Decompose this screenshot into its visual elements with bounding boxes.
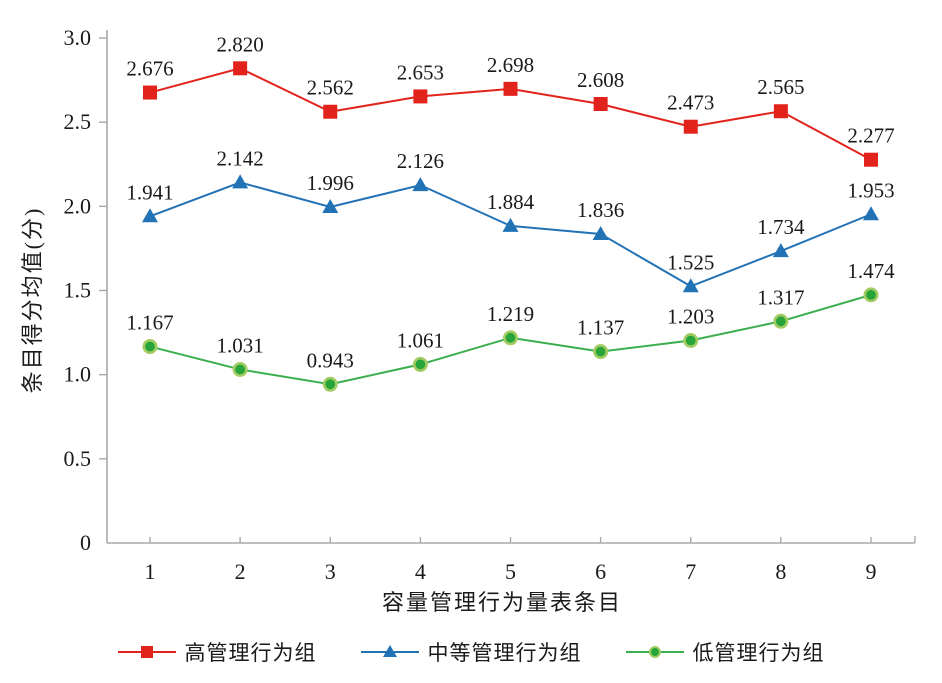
x-tick-label: 6 xyxy=(595,559,606,584)
value-label: 1.474 xyxy=(847,259,895,283)
data-point-marker xyxy=(502,330,518,346)
value-label: 2.565 xyxy=(757,75,804,99)
y-tick-label: 0 xyxy=(80,530,91,555)
data-point-marker xyxy=(864,152,878,167)
value-label: 1.836 xyxy=(577,198,624,222)
legend-marker xyxy=(382,645,397,657)
y-tick-label: 2.0 xyxy=(64,193,92,218)
x-tick-label: 8 xyxy=(775,559,786,584)
data-point-marker xyxy=(322,199,339,214)
y-tick-label: 0.5 xyxy=(64,446,92,471)
data-point-marker xyxy=(502,217,519,232)
value-labels-layer: 2.676 2.820 2.562 2.653 2.698 2.608 2.473 2.565… xyxy=(126,32,895,372)
data-point-marker xyxy=(413,89,428,104)
legend-label: 高管理行为组 xyxy=(184,641,317,665)
data-point-marker xyxy=(233,61,248,76)
data-point-marker xyxy=(683,332,699,348)
y-tick-label: 1.0 xyxy=(64,362,92,387)
data-point-marker xyxy=(323,104,338,119)
data-point-marker xyxy=(503,81,518,96)
x-tick-label: 9 xyxy=(866,559,877,584)
value-label: 2.277 xyxy=(847,124,894,148)
value-label: 0.943 xyxy=(307,348,354,372)
data-point-marker xyxy=(142,339,158,355)
data-point-marker xyxy=(143,85,157,100)
value-label: 2.562 xyxy=(307,76,354,100)
data-point-marker xyxy=(232,174,249,189)
series-layer xyxy=(142,61,879,392)
value-label: 1.734 xyxy=(757,215,805,239)
data-point-marker xyxy=(322,376,338,392)
x-tick-label: 1 xyxy=(145,559,156,584)
data-point-marker xyxy=(773,313,789,329)
value-label: 1.884 xyxy=(487,190,535,214)
y-axis-title: 条目得分均值(分) xyxy=(20,207,45,394)
value-label: 2.820 xyxy=(217,32,264,56)
data-point-marker xyxy=(863,287,879,303)
data-point-marker xyxy=(683,119,698,134)
value-label: 2.653 xyxy=(397,60,444,84)
data-point-marker xyxy=(142,208,158,223)
value-label: 1.203 xyxy=(667,304,714,328)
value-label: 1.167 xyxy=(126,311,173,335)
data-point-marker xyxy=(412,356,428,372)
axes-layer: 3.0 2.5 2.0 1.5 1.0 0.5 0 1 2 3 4 5 6 7 8 9 xyxy=(64,25,916,584)
y-tick-label: 3.0 xyxy=(64,25,92,50)
value-label: 2.126 xyxy=(397,149,444,173)
y-tick-label: 2.5 xyxy=(64,109,92,134)
x-axis-title: 容量管理行为量表条目 xyxy=(382,590,622,615)
x-tick-label: 5 xyxy=(505,559,516,584)
chart-legend: 高管理行为组 中等管理行为组 低管理行为组 xyxy=(0,636,942,668)
value-label: 2.473 xyxy=(667,91,714,115)
legend-marker xyxy=(648,646,661,658)
legend-circle-marker-icon xyxy=(625,646,684,658)
data-point-marker xyxy=(593,344,609,360)
value-label: 1.031 xyxy=(217,333,264,357)
x-tick-label: 2 xyxy=(235,559,246,584)
data-point-marker xyxy=(592,225,609,240)
x-tick-label: 4 xyxy=(415,559,426,584)
value-label: 1.317 xyxy=(757,285,804,309)
value-label: 1.219 xyxy=(487,302,534,326)
legend-marker xyxy=(140,646,153,658)
value-label: 1.061 xyxy=(397,328,444,352)
value-label: 1.525 xyxy=(667,250,714,274)
legend-label: 低管理行为组 xyxy=(692,641,825,665)
value-label: 2.142 xyxy=(217,146,264,170)
x-tick-label: 3 xyxy=(325,559,336,584)
value-label: 1.941 xyxy=(126,180,173,204)
x-tick-label: 7 xyxy=(685,559,696,584)
value-label: 2.698 xyxy=(487,53,534,77)
value-label: 1.137 xyxy=(577,316,624,340)
value-label: 2.676 xyxy=(126,57,173,81)
legend-square-marker-icon xyxy=(117,646,176,658)
legend-item-2: 低管理行为组 xyxy=(625,637,825,667)
data-point-marker xyxy=(863,206,879,221)
value-label: 1.953 xyxy=(847,178,894,202)
legend-item-1: 中等管理行为组 xyxy=(360,637,582,667)
data-point-marker xyxy=(773,104,788,119)
data-point-marker xyxy=(593,96,608,111)
data-point-marker xyxy=(682,278,699,293)
legend-label: 中等管理行为组 xyxy=(427,641,582,665)
legend-triangle-marker-icon xyxy=(360,645,419,657)
y-tick-label: 1.5 xyxy=(64,278,92,303)
legend-item-0: 高管理行为组 xyxy=(117,637,317,667)
value-label: 1.996 xyxy=(307,171,354,195)
value-label: 2.608 xyxy=(577,68,624,92)
data-point-marker xyxy=(412,177,429,192)
data-point-marker xyxy=(772,243,789,258)
data-point-marker xyxy=(232,361,248,377)
